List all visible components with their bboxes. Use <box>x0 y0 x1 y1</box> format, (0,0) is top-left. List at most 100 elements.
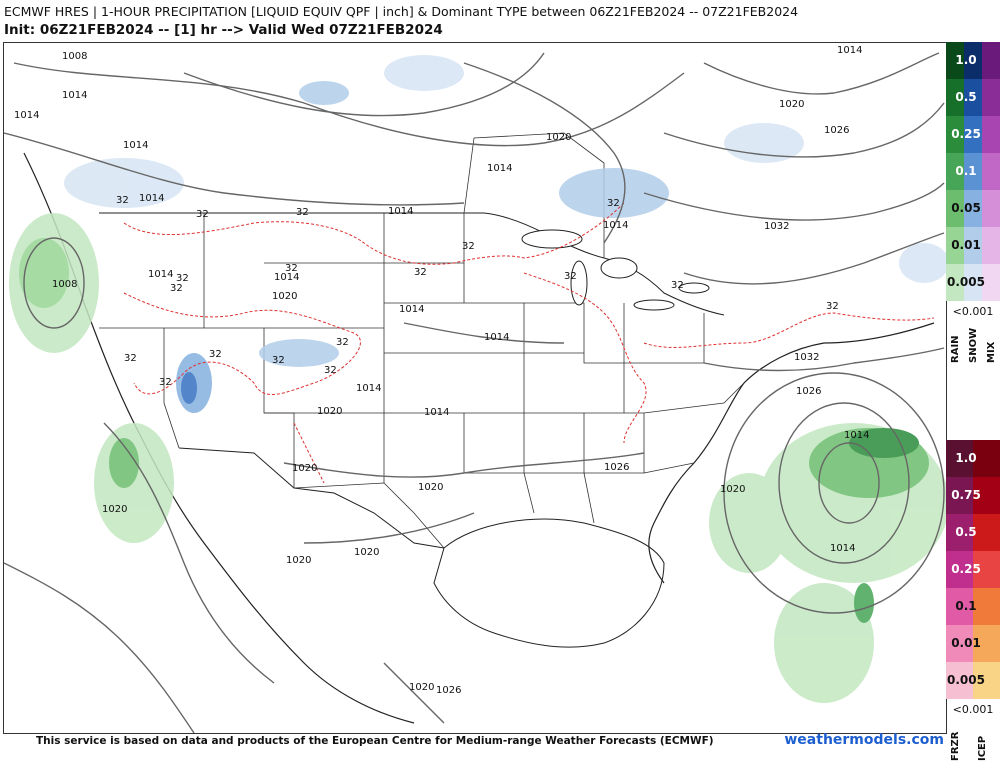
isobar-label: 1026 <box>436 685 461 696</box>
frzr-icep-legend-row: 0.75 <box>946 477 1000 514</box>
rain-snow-mix-legend-level-label: 0.5 <box>955 89 977 104</box>
isobar-label: 1014 <box>148 269 173 280</box>
isobar-label: 1014 <box>830 543 855 554</box>
isobar-label: 1020 <box>102 504 127 515</box>
isobar-label: 32 <box>209 349 222 360</box>
rain-snow-mix-legend-level-label: 0.01 <box>951 237 981 252</box>
rain-snow-mix-legend-swatch <box>982 116 1000 153</box>
isobar-label: 32 <box>607 198 620 209</box>
isobar-label: 1014 <box>356 383 381 394</box>
east-coast <box>648 322 935 584</box>
isobar-label: 1026 <box>824 125 849 136</box>
isobar-label: 32 <box>564 271 577 282</box>
rain-snow-mix-legend-level-label: 0.25 <box>951 126 981 141</box>
isobar-label: 1014 <box>14 110 39 121</box>
isobar-label: 1020 <box>720 484 745 495</box>
isobar-label: 1026 <box>604 462 629 473</box>
isobar-label: 32 <box>272 355 285 366</box>
rain-snow-mix-legend-level-label: 0.1 <box>955 163 977 178</box>
rain-snow-mix-legend-level-label: 0.05 <box>951 200 981 215</box>
frzr-icep-legend-level-label: 0.1 <box>955 598 977 613</box>
isobar-label: 32 <box>176 273 189 284</box>
isobar-label: 1014 <box>139 193 164 204</box>
rain-snow-mix-legend-swatch <box>964 153 982 190</box>
rain-snow-mix-legend-swatch <box>964 190 982 227</box>
rain-snow-mix-legend-row: 0.05 <box>946 190 1000 227</box>
rain-snow-mix-legend-swatch <box>946 264 964 301</box>
rain-snow-mix-legend-swatch <box>946 79 964 116</box>
rain-snow-mix-legend-row: 0.1 <box>946 153 1000 190</box>
frzr-icep-legend-row: 1.0 <box>946 440 1000 477</box>
map-title-line1: ECMWF HRES | 1-HOUR PRECIPITATION [LIQUI… <box>4 4 799 19</box>
rain-snow-mix-legend-swatch <box>982 79 1000 116</box>
rain-snow-mix-legend-row: 0.01 <box>946 227 1000 264</box>
rain-snow-mix-legend-swatch <box>982 153 1000 190</box>
frzr-icep-legend-row: 0.1 <box>946 588 1000 625</box>
rain-snow-mix-legend-type-label: SNOW <box>968 327 979 363</box>
frzr-icep-legend-swatch <box>973 625 1000 662</box>
isobar-label: 1032 <box>794 352 819 363</box>
isobar-label: 1020 <box>317 406 342 417</box>
gulf-of-mexico-coast <box>433 518 665 648</box>
frzr-icep-legend-row: 0.25 <box>946 551 1000 588</box>
rain-snow-mix-legend-swatch <box>982 190 1000 227</box>
isobar-label: 32 <box>324 365 337 376</box>
frzr-icep-legend-swatch <box>973 551 1000 588</box>
rain-snow-mix-legend-row: 0.5 <box>946 79 1000 116</box>
isobar-label: 1020 <box>779 99 804 110</box>
frzr-icep-legend-swatch <box>973 662 1000 699</box>
frzr-icep-legend-level-label: 0.01 <box>951 635 981 650</box>
isobar-label: 32 <box>671 280 684 291</box>
isobar-label: 32 <box>170 283 183 294</box>
isobar-label: 1014 <box>388 206 413 217</box>
frzr-icep-legend-swatch <box>946 551 973 588</box>
frzr-icep-legend-swatch <box>946 625 973 662</box>
isobar-label: 1014 <box>123 140 148 151</box>
frzr-icep-legend-level-label: 0.25 <box>951 561 981 576</box>
isobar-label: 1014 <box>603 220 628 231</box>
rain-snow-mix-legend-row: 0.005 <box>946 264 1000 301</box>
map-title-line2: Init: 06Z21FEB2024 -- [1] hr --> Valid W… <box>4 22 443 38</box>
frzr-icep-legend-swatch <box>973 588 1000 625</box>
frzr-icep-legend-swatch <box>946 477 973 514</box>
mexico-border <box>178 447 445 549</box>
isobar-label: 32 <box>196 209 209 220</box>
rain-snow-mix-legend-swatch <box>964 79 982 116</box>
isobar-label: 1014 <box>424 407 449 418</box>
rain-snow-mix-legend-swatch <box>946 190 964 227</box>
rain-snow-mix-legend-swatch <box>982 264 1000 301</box>
isobar-label: 1020 <box>292 463 317 474</box>
isobar-label: 32 <box>116 195 129 206</box>
frzr-icep-legend-row: 0.5 <box>946 514 1000 551</box>
isobar-label: 32 <box>296 207 309 218</box>
rain-snow-mix-legend-level-label: 1.0 <box>955 52 977 67</box>
frzr-icep-legend-level-label: 0.005 <box>947 672 985 687</box>
rain-snow-mix-legend-row: 0.25 <box>946 116 1000 153</box>
isobar-label: 1020 <box>418 482 443 493</box>
isobar-label: 1008 <box>52 279 77 290</box>
rain-snow-mix-legend-type-label: MIX <box>986 341 997 363</box>
frzr-icep-legend-row: 0.005 <box>946 662 1000 699</box>
isobar-label: 32 <box>159 377 172 388</box>
isobar-label: 32 <box>285 263 298 274</box>
isobar-label: 1020 <box>409 682 434 693</box>
rain-snow-mix-legend-swatch <box>946 116 964 153</box>
rain-snow-mix-legend-swatch <box>964 264 982 301</box>
precipitation-map: 1008 1014 1014 1014 1014 32 1008 1014 1014 32 32 10… <box>3 42 947 734</box>
rain-snow-mix-legend-row: 1.0 <box>946 42 1000 79</box>
great-lakes <box>521 229 710 311</box>
frzr-icep-legend-swatch <box>973 440 1000 477</box>
isobar-label: 1008 <box>62 51 87 62</box>
isobar-label: 1020 <box>354 547 379 558</box>
rain-snow-mix-legend-swatch <box>946 153 964 190</box>
isobars <box>4 52 945 733</box>
state-boundaries <box>99 132 745 549</box>
isobar-label: 1020 <box>272 291 297 302</box>
isobar-label: 1026 <box>796 386 821 397</box>
isobar-label: 1020 <box>546 132 571 143</box>
isobar-label: 1032 <box>764 221 789 232</box>
frzr-icep-legend-swatch <box>946 514 973 551</box>
brand-link[interactable]: weathermodels.com <box>784 732 944 748</box>
freezing-isotherm <box>123 202 935 484</box>
